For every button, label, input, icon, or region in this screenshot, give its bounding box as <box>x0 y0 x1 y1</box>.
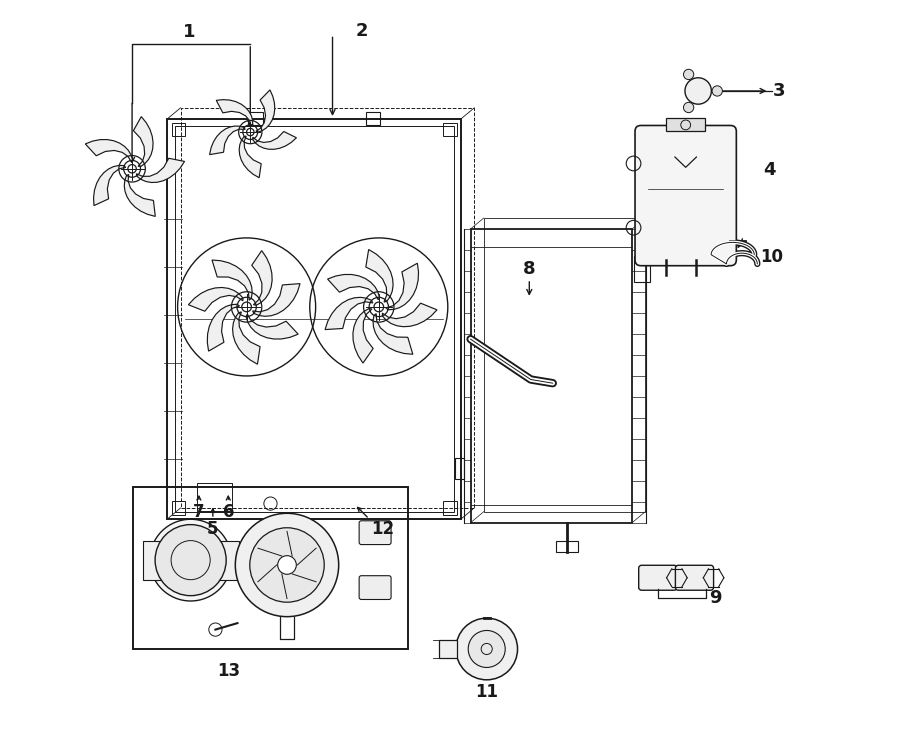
Bar <box>197 483 232 511</box>
Text: 9: 9 <box>709 589 722 607</box>
Polygon shape <box>382 303 437 326</box>
Bar <box>248 111 263 125</box>
Circle shape <box>456 618 518 680</box>
Polygon shape <box>253 131 296 150</box>
Bar <box>634 256 650 282</box>
FancyBboxPatch shape <box>639 565 677 590</box>
Polygon shape <box>188 287 243 311</box>
Polygon shape <box>94 166 126 206</box>
Text: 4: 4 <box>763 161 776 179</box>
Polygon shape <box>212 260 252 300</box>
Circle shape <box>247 128 254 136</box>
Bar <box>172 501 184 514</box>
FancyBboxPatch shape <box>359 521 392 545</box>
Text: 5: 5 <box>207 520 219 537</box>
Text: 13: 13 <box>217 662 239 680</box>
Circle shape <box>155 525 226 595</box>
Text: 3: 3 <box>773 82 785 100</box>
Bar <box>181 108 474 508</box>
Bar <box>484 218 645 511</box>
Circle shape <box>683 102 694 113</box>
Polygon shape <box>136 158 184 183</box>
Text: 11: 11 <box>475 682 499 701</box>
Polygon shape <box>386 263 418 310</box>
Polygon shape <box>365 250 393 302</box>
Polygon shape <box>124 175 156 217</box>
Polygon shape <box>86 139 132 162</box>
Polygon shape <box>325 297 373 329</box>
Text: 2: 2 <box>356 22 368 40</box>
Polygon shape <box>373 314 413 354</box>
Circle shape <box>468 630 505 668</box>
Text: 1: 1 <box>183 24 195 41</box>
Bar <box>471 229 632 523</box>
Circle shape <box>683 69 694 80</box>
Circle shape <box>278 556 296 574</box>
Bar <box>444 123 456 136</box>
Bar <box>133 487 408 649</box>
Text: 10: 10 <box>760 248 783 266</box>
Bar <box>455 458 464 478</box>
Circle shape <box>374 302 383 312</box>
Polygon shape <box>353 309 374 363</box>
FancyBboxPatch shape <box>359 576 392 599</box>
Bar <box>167 119 461 519</box>
Polygon shape <box>253 284 300 316</box>
Polygon shape <box>256 90 274 132</box>
Bar <box>444 501 456 514</box>
Bar <box>175 126 454 511</box>
Text: 12: 12 <box>371 520 394 537</box>
FancyBboxPatch shape <box>635 125 736 266</box>
Bar <box>143 540 238 580</box>
Polygon shape <box>133 116 153 167</box>
Bar <box>172 123 184 136</box>
Polygon shape <box>239 136 261 178</box>
Polygon shape <box>210 126 246 155</box>
Bar <box>556 541 579 552</box>
Circle shape <box>149 520 231 601</box>
Circle shape <box>712 85 723 96</box>
Polygon shape <box>246 314 298 339</box>
Circle shape <box>235 513 338 617</box>
Text: 6: 6 <box>222 503 234 520</box>
FancyBboxPatch shape <box>675 565 714 590</box>
Polygon shape <box>252 251 272 305</box>
Polygon shape <box>216 99 253 127</box>
Text: 7: 7 <box>194 503 204 520</box>
Polygon shape <box>232 312 260 364</box>
Bar <box>666 119 706 131</box>
Circle shape <box>250 528 324 602</box>
Polygon shape <box>328 274 380 300</box>
Circle shape <box>242 302 251 312</box>
Text: 8: 8 <box>523 260 536 279</box>
Polygon shape <box>207 304 239 351</box>
Bar <box>365 111 380 125</box>
Circle shape <box>128 164 136 173</box>
Circle shape <box>685 77 711 104</box>
Bar <box>439 640 457 657</box>
